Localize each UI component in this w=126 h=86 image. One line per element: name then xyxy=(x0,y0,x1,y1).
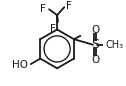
Text: F: F xyxy=(66,1,71,11)
Text: HO: HO xyxy=(12,60,28,70)
Text: O: O xyxy=(91,25,99,34)
Text: CH₃: CH₃ xyxy=(106,40,124,50)
Text: F: F xyxy=(40,4,46,14)
Text: S: S xyxy=(91,38,99,51)
Text: F: F xyxy=(50,24,56,34)
Text: O: O xyxy=(91,55,99,65)
